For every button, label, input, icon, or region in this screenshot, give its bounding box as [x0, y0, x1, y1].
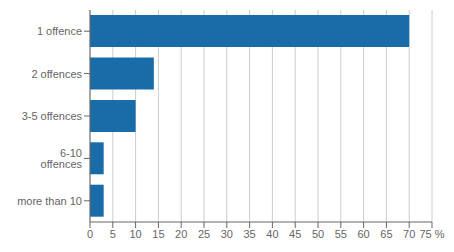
svg-text:1 offence: 1 offence [37, 25, 82, 37]
svg-text:45: 45 [289, 228, 301, 240]
svg-text:30: 30 [221, 228, 233, 240]
svg-text:50: 50 [312, 228, 324, 240]
svg-text:70: 70 [403, 228, 415, 240]
svg-text:40: 40 [266, 228, 278, 240]
svg-text:5: 5 [110, 228, 116, 240]
svg-text:75 %: 75 % [419, 228, 444, 240]
svg-text:more than 10: more than 10 [17, 195, 82, 207]
svg-text:25: 25 [198, 228, 210, 240]
svg-text:10: 10 [129, 228, 141, 240]
svg-text:6-10offences: 6-10offences [41, 147, 83, 170]
svg-text:55: 55 [335, 228, 347, 240]
svg-text:0: 0 [87, 228, 93, 240]
svg-text:60: 60 [357, 228, 369, 240]
svg-text:3-5 offences: 3-5 offences [22, 110, 83, 122]
svg-text:20: 20 [175, 228, 187, 240]
svg-text:2 offences: 2 offences [31, 68, 82, 80]
svg-text:15: 15 [152, 228, 164, 240]
svg-text:35: 35 [243, 228, 255, 240]
svg-text:65: 65 [380, 228, 392, 240]
